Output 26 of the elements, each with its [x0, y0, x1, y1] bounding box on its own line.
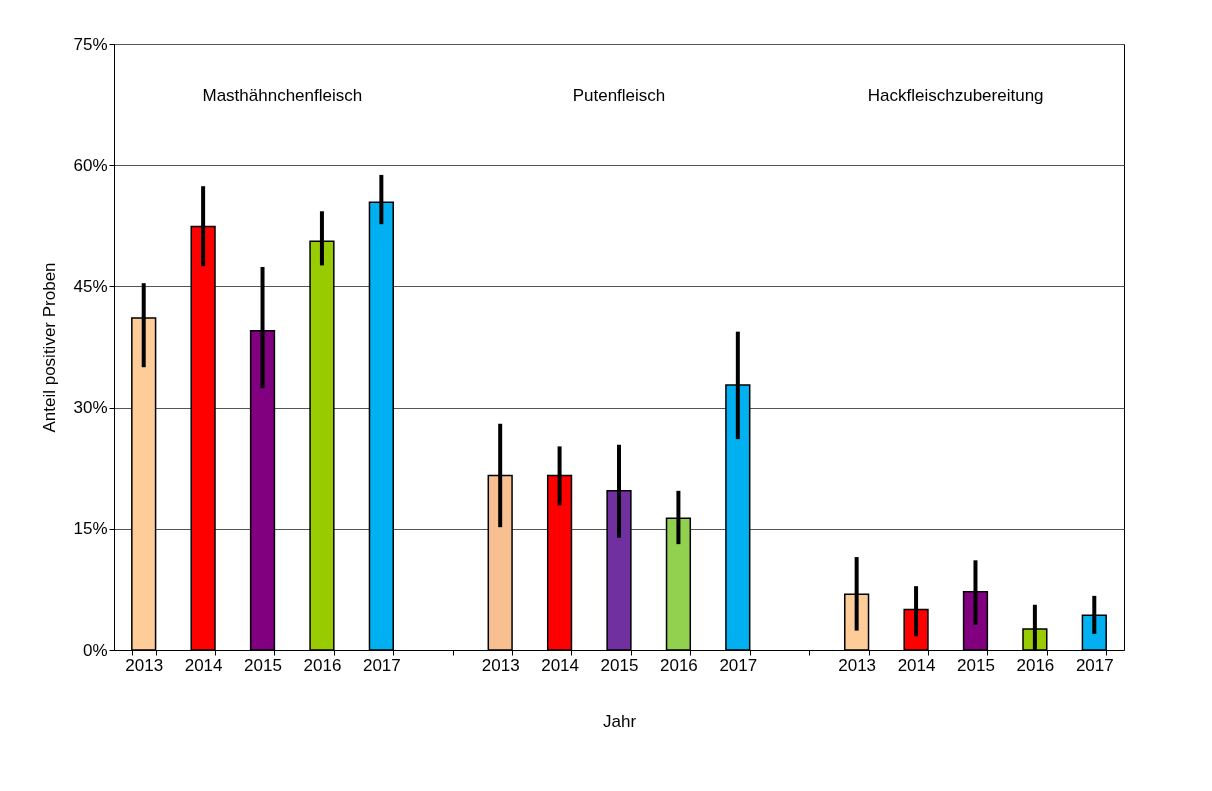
- x-tick-label: 2014: [541, 655, 579, 675]
- x-tick-label: 2016: [303, 655, 342, 675]
- x-tick-label: 2015: [244, 655, 282, 675]
- y-tick-label: 60%: [73, 155, 108, 175]
- x-tick-label: 2014: [897, 655, 936, 675]
- y-tick-label: 0%: [82, 640, 108, 660]
- x-tick-label: 2017: [362, 655, 401, 675]
- x-tick-label: 2014: [184, 655, 223, 675]
- y-tick-label: 15%: [73, 519, 108, 539]
- x-tick-label: 2016: [660, 655, 698, 675]
- x-tick-label: 2013: [838, 655, 877, 675]
- y-tick-label: 45%: [73, 276, 108, 296]
- y-tick-label: 75%: [73, 34, 108, 54]
- y-tick-label: 30%: [73, 398, 108, 418]
- x-tick-label: 2015: [957, 655, 995, 675]
- annotation: Putenfleisch: [572, 85, 666, 105]
- y-axis-title: Anteil positiver Proben: [40, 262, 60, 433]
- annotation: Hackfleischzubereitung: [867, 85, 1044, 105]
- x-tick-label: 2017: [719, 655, 758, 675]
- x-tick-label: 2016: [1016, 655, 1055, 675]
- x-tick-label: 2017: [1075, 655, 1114, 675]
- x-tick-label: 2015: [600, 655, 639, 675]
- annotation: Masthähnchenfleisch: [202, 85, 363, 105]
- x-tick-label: 2013: [125, 655, 164, 675]
- x-axis-title: Jahr: [602, 711, 637, 731]
- x-tick-label: 2013: [481, 655, 520, 675]
